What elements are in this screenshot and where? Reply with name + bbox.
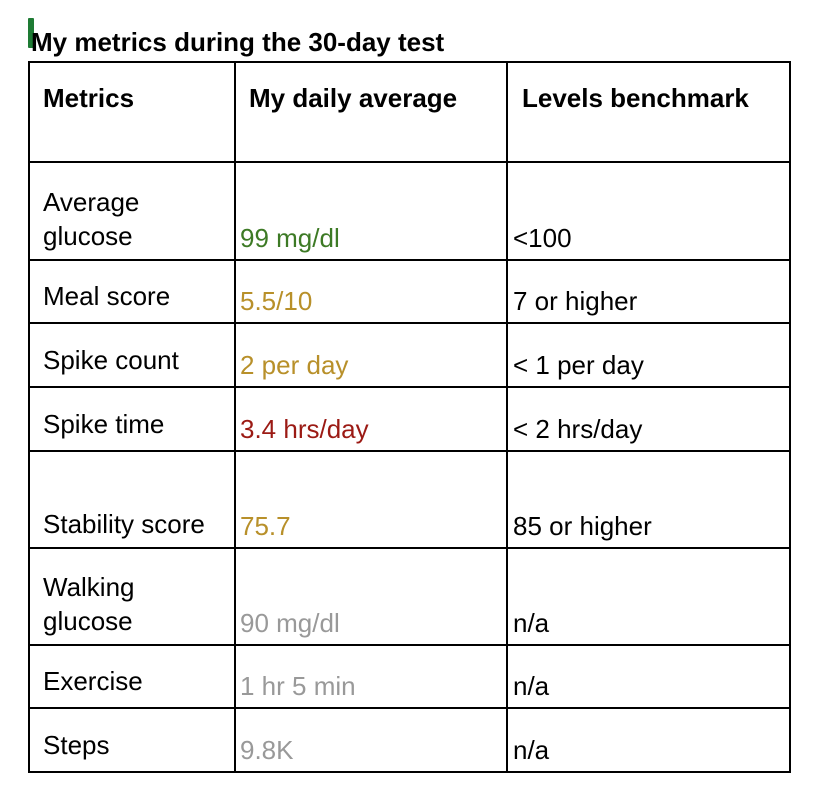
table-row: Steps 9.8K n/a — [28, 707, 791, 773]
daily-average-cell: 3.4 hrs/day — [234, 386, 508, 452]
metric-name-cell: Stability score — [28, 450, 236, 549]
benchmark-cell: 7 or higher — [506, 259, 791, 324]
benchmark-cell: 85 or higher — [506, 450, 791, 549]
benchmark-cell: n/a — [506, 707, 791, 773]
table-row: Meal score 5.5/10 7 or higher — [28, 259, 791, 324]
benchmark-cell: < 2 hrs/day — [506, 386, 791, 452]
daily-average-cell: 2 per day — [234, 322, 508, 388]
benchmark-cell: n/a — [506, 547, 791, 646]
daily-average-cell: 1 hr 5 min — [234, 644, 508, 709]
table-row: Spike count 2 per day < 1 per day — [28, 322, 791, 388]
daily-average-cell: 75.7 — [234, 450, 508, 549]
header-levels-benchmark: Levels benchmark — [506, 61, 791, 163]
table-row: Average glucose 99 mg/dl <100 — [28, 161, 791, 261]
metric-name-cell: Average glucose — [28, 161, 236, 261]
header-metrics: Metrics — [28, 61, 236, 163]
metric-name-cell: Exercise — [28, 644, 236, 709]
table-row: Stability score 75.7 85 or higher — [28, 450, 791, 549]
daily-average-cell: 9.8K — [234, 707, 508, 773]
daily-average-cell: 5.5/10 — [234, 259, 508, 324]
benchmark-cell: <100 — [506, 161, 791, 261]
metric-name-cell: Walking glucose — [28, 547, 236, 646]
table-row: Walking glucose 90 mg/dl n/a — [28, 547, 791, 646]
daily-average-cell: 90 mg/dl — [234, 547, 508, 646]
table-caption: My metrics during the 30-day test — [31, 27, 445, 57]
table-row: Spike time 3.4 hrs/day < 2 hrs/day — [28, 386, 791, 452]
table-row: Exercise 1 hr 5 min n/a — [28, 644, 791, 709]
text-cursor-marker — [28, 18, 34, 48]
metrics-table: Metrics My daily average Levels benchmar… — [28, 61, 791, 773]
metric-name-cell: Spike count — [28, 322, 236, 388]
metric-name-cell: Meal score — [28, 259, 236, 324]
benchmark-cell: < 1 per day — [506, 322, 791, 388]
table-header-row: Metrics My daily average Levels benchmar… — [28, 61, 791, 163]
benchmark-cell: n/a — [506, 644, 791, 709]
daily-average-cell: 99 mg/dl — [234, 161, 508, 261]
header-daily-average: My daily average — [234, 61, 508, 163]
metric-name-cell: Steps — [28, 707, 236, 773]
metric-name-cell: Spike time — [28, 386, 236, 452]
